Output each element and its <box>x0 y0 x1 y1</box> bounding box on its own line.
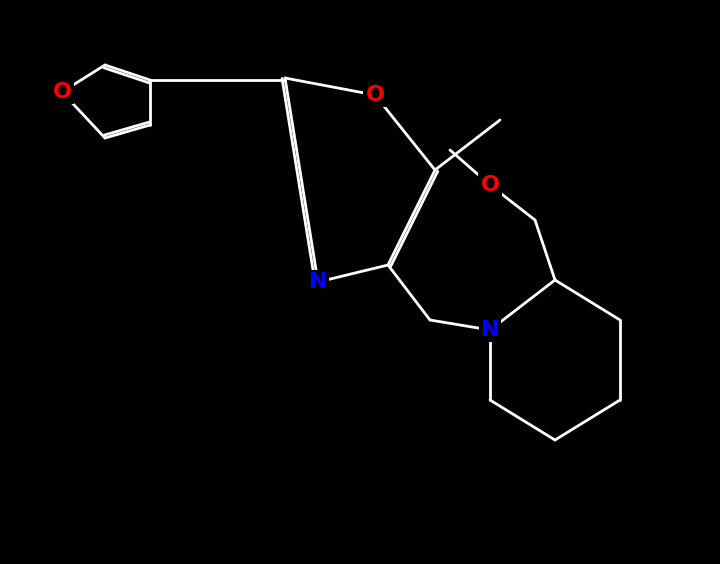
Text: N: N <box>309 272 328 292</box>
Text: O: O <box>366 85 384 105</box>
Text: O: O <box>53 82 71 102</box>
Text: N: N <box>481 320 499 340</box>
Text: O: O <box>480 175 500 195</box>
